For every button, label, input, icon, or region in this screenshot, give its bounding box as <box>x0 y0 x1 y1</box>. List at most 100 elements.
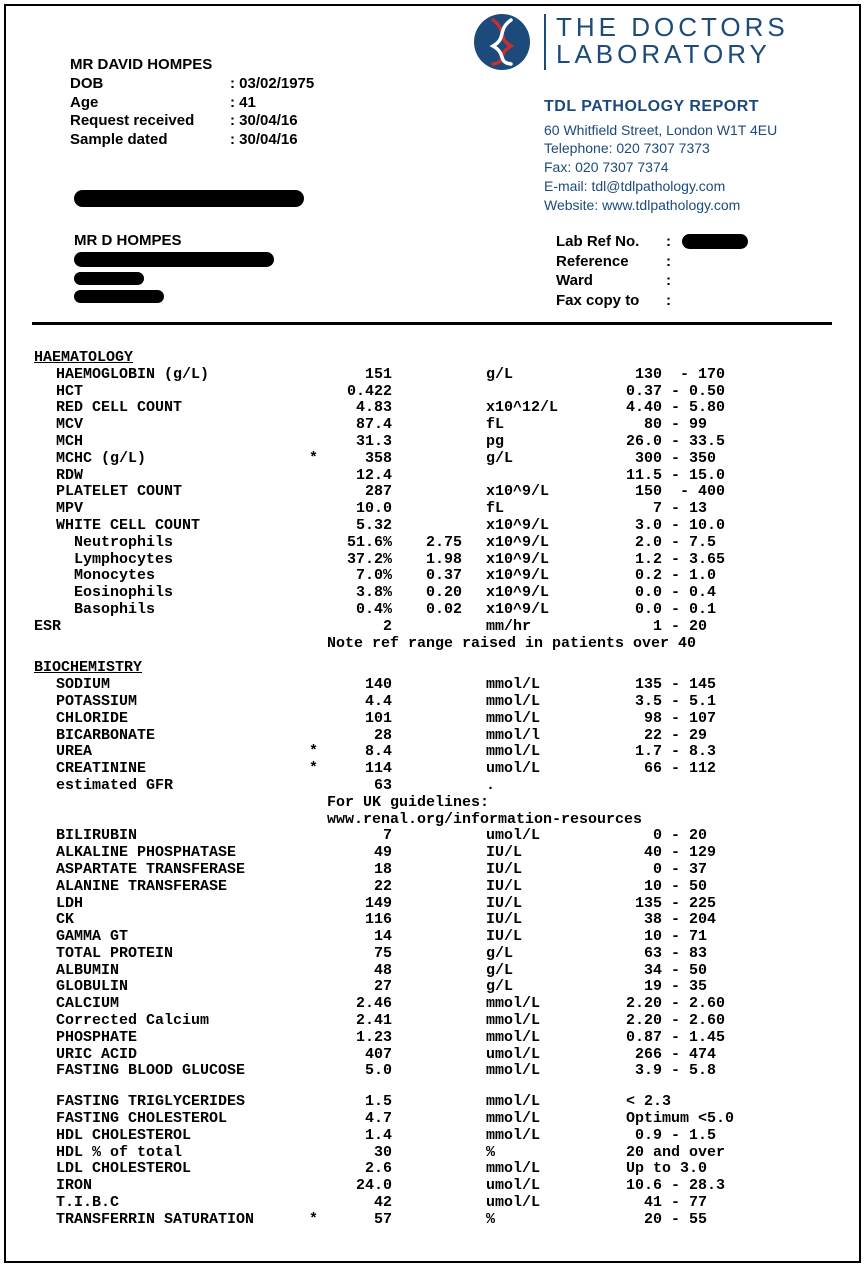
abnormal-flag: * <box>309 744 327 761</box>
request-received-value: 30/04/16 <box>230 112 298 131</box>
result-row: T.I.B.C42umol/L 41 - 77 <box>34 1195 834 1212</box>
section-header: BIOCHEMISTRY <box>34 660 834 677</box>
test-name: TRANSFERRIN SATURATION <box>56 1212 309 1229</box>
abnormal-flag <box>309 929 327 946</box>
reference-range: 300 - 350 <box>626 451 834 468</box>
result-unit: x10^9/L <box>486 484 626 501</box>
result-unit: g/L <box>486 946 626 963</box>
abnormal-flag <box>309 568 327 585</box>
abnormal-flag <box>309 694 327 711</box>
indent-cell <box>34 434 56 451</box>
sample-dated-label: Sample dated <box>70 131 230 150</box>
result-row: ALKALINE PHOSPHATASE49IU/L 40 - 129 <box>34 845 834 862</box>
indent-cell <box>34 384 56 401</box>
indent-cell <box>34 946 56 963</box>
test-name: T.I.B.C <box>56 1195 309 1212</box>
result-row: TRANSFERRIN SATURATION*57% 20 - 55 <box>34 1212 834 1229</box>
reference-range: 135 - 145 <box>626 677 834 694</box>
test-name: MCHC (g/L) <box>56 451 309 468</box>
test-name: SODIUM <box>56 677 309 694</box>
test-name: CALCIUM <box>56 996 309 1013</box>
indent-cell <box>34 761 56 778</box>
result-value: 27 <box>327 979 392 996</box>
indent-cell <box>34 535 56 552</box>
result-value: 63 <box>327 778 392 795</box>
indent-cell <box>34 912 56 929</box>
indent-cell <box>34 1030 56 1047</box>
result-note: For UK guidelines: <box>34 795 834 812</box>
results-table: HAEMATOLOGYHAEMOGLOBIN (g/L)151g/L 130 -… <box>34 342 834 1229</box>
result-row: FASTING BLOOD GLUCOSE5.0mmol/L 3.9 - 5.8 <box>34 1063 834 1080</box>
section-header: HAEMATOLOGY <box>34 350 834 367</box>
result-value: 3.8% <box>327 585 392 602</box>
abnormal-flag <box>309 778 327 795</box>
result-row: Neutrophils51.6%2.75x10^9/L 2.0 - 7.5 <box>34 535 834 552</box>
reference-range: 26.0 - 33.5 <box>626 434 834 451</box>
indent-cell <box>34 677 56 694</box>
reference-range: 0.0 - 0.1 <box>626 602 834 619</box>
abnormal-flag <box>309 711 327 728</box>
abnormal-flag <box>309 367 327 384</box>
result-unit: g/L <box>486 451 626 468</box>
result-unit: % <box>486 1212 626 1229</box>
reference-range: Up to 3.0 <box>626 1161 834 1178</box>
result-value: 31.3 <box>327 434 392 451</box>
result-value: 114 <box>327 761 392 778</box>
test-name: CREATININE <box>56 761 309 778</box>
result-value: 51.6% <box>327 535 392 552</box>
indent-cell <box>34 417 56 434</box>
reference-range: 130 - 170 <box>626 367 834 384</box>
reference-range: 98 - 107 <box>626 711 834 728</box>
indent-cell <box>34 896 56 913</box>
test-name: FASTING TRIGLYCERIDES <box>56 1094 309 1111</box>
result-unit: IU/L <box>486 896 626 913</box>
indent-cell <box>34 1111 56 1128</box>
reference-range: 3.9 - 5.8 <box>626 1063 834 1080</box>
reference-range: 22 - 29 <box>626 728 834 745</box>
indent-cell <box>34 568 56 585</box>
indent-cell <box>34 602 56 619</box>
indent-cell <box>34 694 56 711</box>
result-row: Corrected Calcium2.41mmol/L2.20 - 2.60 <box>34 1013 834 1030</box>
result-value: 116 <box>327 912 392 929</box>
abnormal-flag <box>309 619 327 636</box>
indent-cell <box>34 963 56 980</box>
test-name: MCH <box>56 434 309 451</box>
result-value-2 <box>392 1047 462 1064</box>
result-row: ASPARTATE TRANSFERASE18IU/L 0 - 37 <box>34 862 834 879</box>
indent-cell <box>34 451 56 468</box>
abnormal-flag: * <box>309 451 327 468</box>
result-unit: mmol/L <box>486 711 626 728</box>
redaction-bar <box>74 290 164 303</box>
reference-range: 0.2 - 1.0 <box>626 568 834 585</box>
abnormal-flag <box>309 1047 327 1064</box>
test-name: MPV <box>56 501 309 518</box>
result-row: SODIUM140mmol/L 135 - 145 <box>34 677 834 694</box>
reference-range: 20 and over <box>626 1145 834 1162</box>
reference-range: < 2.3 <box>626 1094 834 1111</box>
result-value-2 <box>392 694 462 711</box>
result-row: ALANINE TRANSFERASE22IU/L 10 - 50 <box>34 879 834 896</box>
reference-label: Reference <box>556 252 666 272</box>
result-unit: fL <box>486 417 626 434</box>
abnormal-flag <box>309 417 327 434</box>
result-value-2 <box>392 518 462 535</box>
result-value: 101 <box>327 711 392 728</box>
lab-street: 60 Whitfield Street, London W1T 4EU <box>544 121 777 140</box>
recipient-name: MR D HOMPES <box>74 232 182 249</box>
result-value-2: 1.98 <box>392 552 462 569</box>
abnormal-flag: * <box>309 761 327 778</box>
result-unit: IU/L <box>486 912 626 929</box>
result-value: 2 <box>327 619 392 636</box>
indent-cell <box>34 1195 56 1212</box>
abnormal-flag <box>309 518 327 535</box>
result-value: 57 <box>327 1212 392 1229</box>
result-unit: mmol/L <box>486 694 626 711</box>
test-name: Basophils <box>56 602 309 619</box>
result-value-2 <box>392 728 462 745</box>
reference-range: 63 - 83 <box>626 946 834 963</box>
reference-range: 266 - 474 <box>626 1047 834 1064</box>
result-value: 37.2% <box>327 552 392 569</box>
abnormal-flag <box>309 384 327 401</box>
result-row: FASTING TRIGLYCERIDES1.5mmol/L< 2.3 <box>34 1094 834 1111</box>
